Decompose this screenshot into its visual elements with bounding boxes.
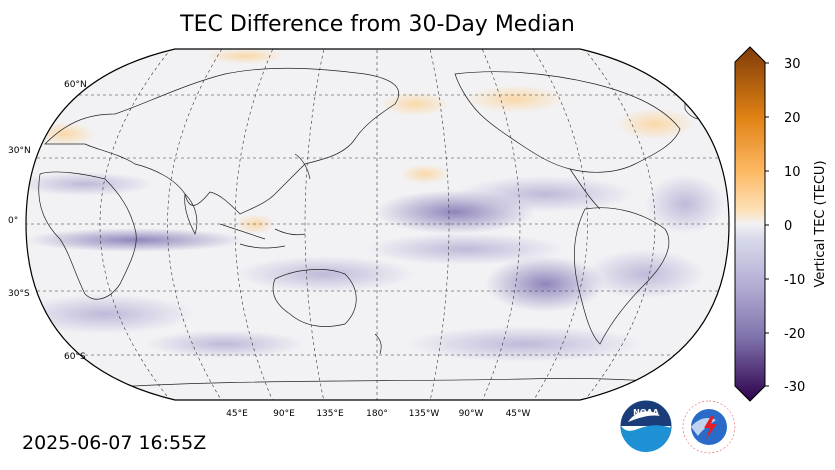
lon-label-45w: 45°W (505, 409, 531, 419)
colorbar: 30 20 10 0 -10 -20 -30 Vertical TEC (TEC… (734, 46, 828, 402)
lon-label-90e: 90°E (273, 409, 295, 419)
timestamp: 2025-06-07 16:55Z (22, 432, 207, 454)
lat-label-60n: 60°N (64, 80, 87, 90)
lat-label-0: 0° (8, 216, 19, 226)
lat-label-30n: 30°N (8, 146, 31, 156)
nws-logo (681, 399, 737, 455)
cbar-tick-neg30: -30 (784, 380, 805, 395)
colorbar-label: Vertical TEC (TECU) (813, 160, 828, 287)
cbar-tick-neg10: -10 (784, 273, 805, 288)
lon-label-180: 180° (366, 409, 388, 419)
lat-label-30s: 30°S (8, 289, 30, 299)
lon-label-45e: 45°E (226, 409, 248, 419)
cbar-tick-30: 30 (784, 57, 801, 72)
lon-label-135e: 135°E (316, 409, 344, 419)
map-title: TEC Difference from 30-Day Median (180, 12, 575, 37)
tec-map (25, 48, 730, 401)
svg-text:NOAA: NOAA (633, 408, 659, 417)
cbar-tick-neg20: -20 (784, 327, 805, 342)
tec-field (26, 49, 729, 400)
lon-label-135w: 135°W (408, 409, 440, 419)
cbar-tick-10: 10 (784, 165, 801, 180)
cbar-tick-0: 0 (784, 219, 792, 234)
cbar-tick-20: 20 (784, 111, 801, 126)
noaa-logo: NOAA (620, 400, 672, 452)
lon-label-90w: 90°W (458, 409, 484, 419)
graticule (26, 49, 729, 400)
coastlines (38, 67, 726, 390)
map-border (25, 48, 730, 401)
lat-label-60s: 60°S (64, 352, 86, 362)
